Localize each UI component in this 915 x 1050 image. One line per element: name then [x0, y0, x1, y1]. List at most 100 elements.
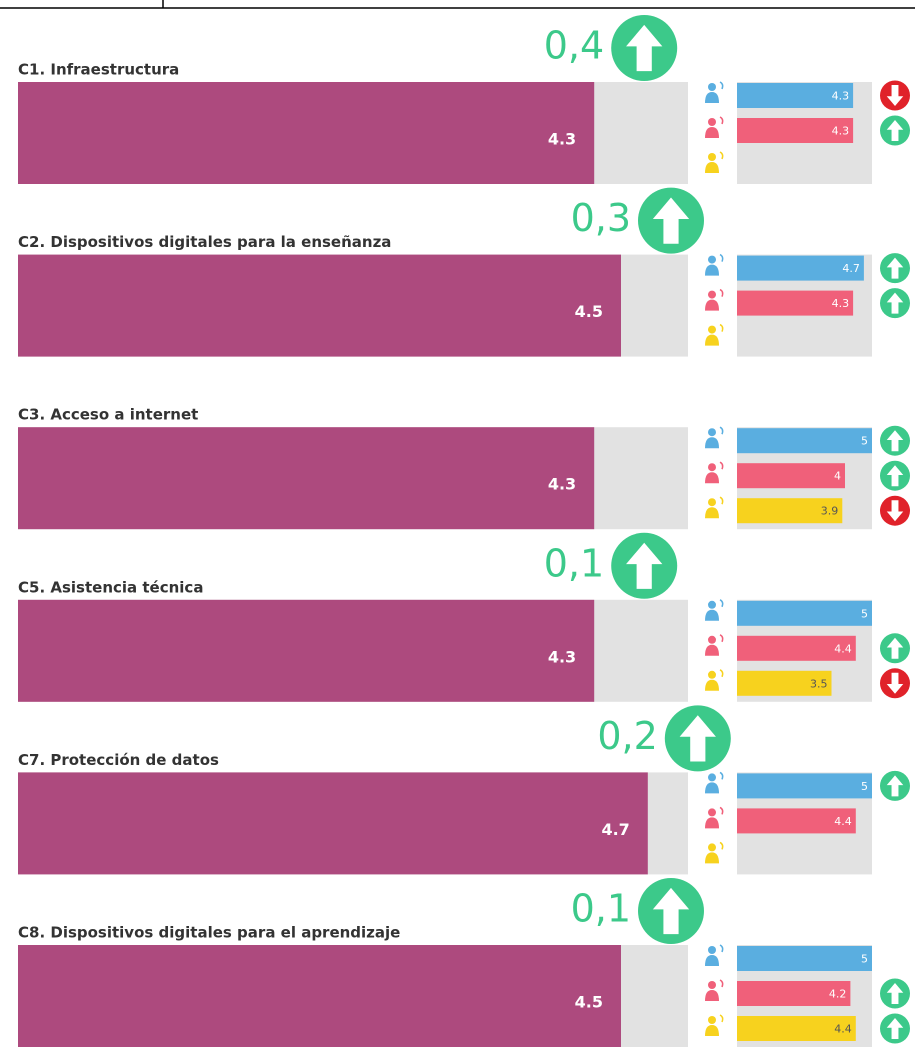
- group-bar: [737, 290, 854, 316]
- group-icon: [705, 609, 719, 621]
- group-icon: [708, 981, 716, 989]
- main-value: 4.3: [548, 647, 576, 666]
- change-label: 0,4: [544, 24, 604, 68]
- group-icon: [705, 127, 719, 138]
- group-value: 3.5: [810, 677, 828, 690]
- group-value: 4.4: [834, 1023, 852, 1036]
- group-icon: [719, 599, 724, 608]
- group-icon: [719, 771, 724, 780]
- change-arrow-glyph: [652, 887, 690, 935]
- group-bar: [737, 83, 854, 108]
- group-value: 3.9: [821, 505, 839, 518]
- group-bar: [737, 670, 832, 696]
- trend-arrow-glyph: [886, 85, 904, 106]
- group-icon: [705, 92, 719, 103]
- group-value: 4.3: [832, 90, 850, 103]
- change-label: 0,1: [571, 887, 631, 931]
- group-icon: [708, 153, 716, 161]
- panel-title: C2. Dispositivos digitales para la enseñ…: [18, 233, 391, 251]
- main-bar: [18, 427, 595, 530]
- group-icon: [719, 323, 724, 332]
- main-value: 4.7: [601, 820, 629, 839]
- main-bar: [18, 82, 595, 184]
- trend-arrow-glyph: [886, 637, 904, 659]
- trend-arrow-glyph: [886, 257, 904, 279]
- main-value: 4.3: [548, 130, 576, 149]
- group-icon: [705, 507, 719, 519]
- group-value: 4.2: [829, 988, 847, 1001]
- change-arrow-glyph: [626, 542, 663, 589]
- group-icon: [705, 817, 719, 829]
- change-arrow-glyph: [652, 197, 690, 244]
- trend-arrow-glyph: [886, 500, 904, 522]
- group-icon: [719, 669, 724, 678]
- group-icon: [719, 841, 724, 850]
- group-bar: [737, 808, 856, 834]
- group-icon: [719, 426, 724, 435]
- group-icon: [705, 644, 719, 656]
- group-bar: [737, 255, 864, 281]
- group-bar: [737, 946, 872, 971]
- group-value: 4: [834, 470, 841, 483]
- panel-title: C1. Infraestructura: [18, 61, 179, 79]
- group-icon: [719, 116, 724, 125]
- main-value: 4.5: [575, 993, 603, 1012]
- group-bar: [737, 498, 843, 524]
- group-icon: [719, 151, 724, 160]
- group-icon: [708, 946, 716, 954]
- group-icon: [708, 843, 716, 852]
- group-value: 5: [861, 435, 868, 448]
- main-bar: [18, 772, 648, 875]
- trend-arrow-glyph: [886, 430, 904, 452]
- group-icon: [705, 437, 719, 449]
- panel-title: C5. Asistencia técnica: [18, 578, 203, 596]
- group-value: 4.4: [834, 642, 852, 655]
- group-icon: [708, 290, 716, 299]
- trend-arrow-glyph: [886, 1018, 904, 1039]
- group-bar: [737, 463, 845, 489]
- group-icon: [708, 635, 716, 644]
- group-value: 4.7: [842, 262, 860, 275]
- group-value: 5: [861, 607, 868, 620]
- main-value: 4.5: [575, 302, 603, 321]
- change-arrow-glyph: [626, 24, 663, 72]
- group-icon: [705, 334, 719, 346]
- group-value: 4.4: [834, 815, 852, 828]
- trend-arrow-glyph: [886, 672, 904, 694]
- group-icon: [719, 288, 724, 297]
- main-bar: [18, 599, 595, 702]
- group-value: 5: [861, 953, 868, 966]
- group-icon: [719, 979, 724, 988]
- group-icon: [708, 463, 716, 472]
- trend-arrow-glyph: [886, 120, 904, 141]
- group-bar: [737, 1016, 856, 1041]
- group-icon: [719, 944, 724, 953]
- group-icon: [719, 81, 724, 90]
- panel-title: C3. Acceso a internet: [18, 406, 198, 424]
- group-icon: [719, 496, 724, 505]
- group-icon: [708, 670, 716, 679]
- group-icon: [719, 634, 724, 643]
- group-bar: [737, 428, 872, 454]
- group-icon: [719, 461, 724, 470]
- group-icon: [708, 808, 716, 817]
- group-bar: [737, 635, 856, 661]
- group-value: 4.3: [832, 297, 850, 310]
- group-bar: [737, 773, 872, 799]
- group-value: 4.3: [832, 125, 850, 138]
- group-icon: [708, 600, 716, 609]
- group-icon: [719, 1014, 724, 1023]
- main-bar: [18, 254, 621, 357]
- change-label: 0,2: [597, 714, 657, 758]
- group-icon: [708, 1016, 716, 1024]
- group-icon: [705, 1025, 719, 1036]
- group-icon: [708, 498, 716, 507]
- trend-arrow-glyph: [886, 465, 904, 487]
- group-bar: [737, 981, 851, 1006]
- group-icon: [705, 955, 719, 966]
- panel-title: C8. Dispositivos digitales para el apren…: [18, 924, 400, 942]
- group-bar: [737, 118, 854, 143]
- group-value: 5: [861, 780, 868, 793]
- trend-arrow-glyph: [886, 775, 904, 797]
